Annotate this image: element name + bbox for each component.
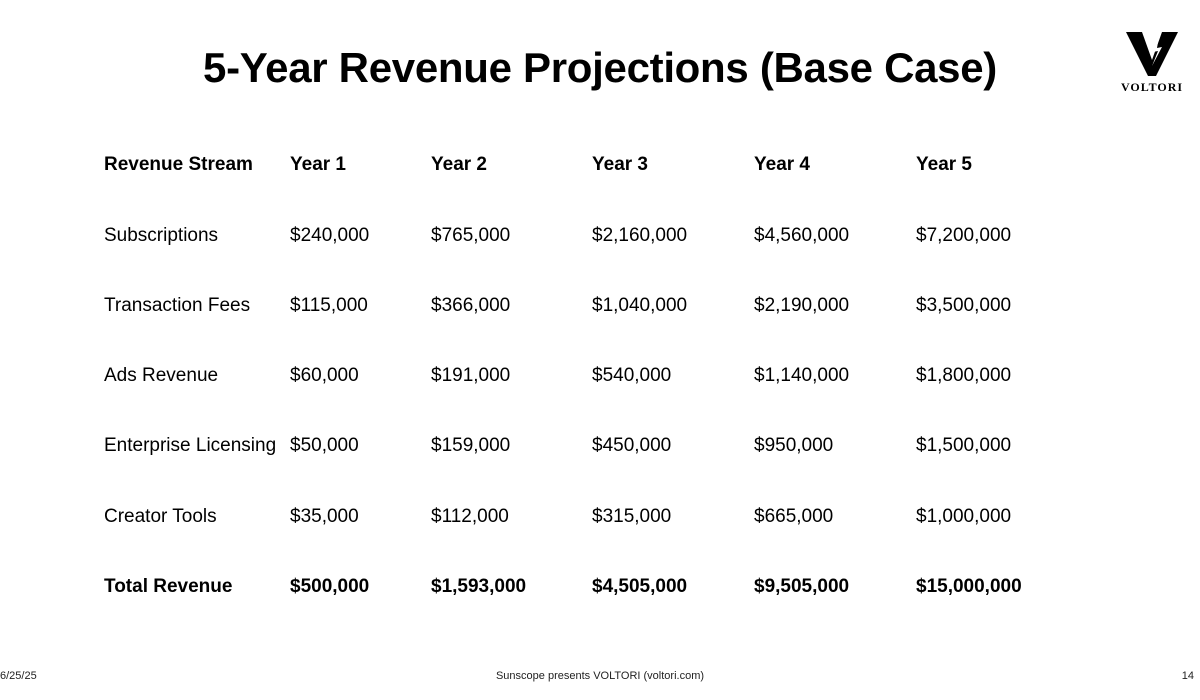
revenue-value: $240,000: [290, 225, 370, 246]
logo-text: VOLTORI: [1120, 80, 1184, 94]
revenue-value: $500,000: [290, 576, 370, 597]
revenue-value: $115,000: [290, 295, 368, 316]
revenue-value: $540,000: [592, 365, 672, 386]
v-bolt-logo-icon: [1126, 32, 1178, 76]
revenue-value: $4,505,000: [592, 576, 688, 597]
revenue-value: $450,000: [592, 435, 672, 456]
row-label: Transaction Fees: [104, 295, 251, 316]
revenue-value: $1,040,000: [592, 295, 688, 316]
column-header: Year 2: [431, 154, 487, 175]
revenue-value: $7,200,000: [916, 225, 1012, 246]
revenue-value: $366,000: [431, 295, 511, 316]
revenue-value: $191,000: [431, 365, 511, 386]
revenue-value: $50,000: [290, 435, 359, 456]
revenue-value: $4,560,000: [754, 225, 850, 246]
column-header: Year 4: [754, 154, 810, 175]
row-label: Revenue Stream: [104, 154, 253, 175]
voltori-logo: VOLTORI: [1112, 30, 1192, 96]
total-row: Total Revenue $500,000 $1,593,000 $4,505,00…: [0, 557, 1200, 617]
slide-title: 5-Year Revenue Projections (Base Case): [203, 44, 997, 91]
column-header: Year 3: [592, 154, 648, 175]
revenue-value: $1,500,000: [916, 435, 1012, 456]
table-row: Ads Revenue $60,000 $191,000 $540,000 $1,140…: [0, 346, 1200, 406]
table-row: Enterprise Licensing $50,000 $159,000 $450,…: [0, 416, 1200, 476]
revenue-value: $765,000: [431, 225, 511, 246]
row-label: Total Revenue: [104, 576, 233, 597]
column-header: Year 5: [916, 154, 972, 175]
revenue-value: $2,160,000: [592, 225, 688, 246]
revenue-value: $159,000: [431, 435, 511, 456]
column-header: Year 1: [290, 154, 346, 175]
table-row: Transaction Fees $115,000 $366,000 $1,040,0…: [0, 276, 1200, 336]
table-row: Creator Tools $35,000 $112,000 $315,000 $665…: [0, 487, 1200, 547]
row-label: Subscriptions: [104, 225, 219, 246]
revenue-value: $3,500,000: [916, 295, 1012, 316]
table-row: Subscriptions $240,000 $765,000 $2,160,000 $…: [0, 206, 1200, 266]
revenue-value: $15,000,000: [916, 576, 1022, 597]
footer-presenter: Sunscope presents VOLTORI (voltori.com): [495, 670, 705, 682]
revenue-value: $315,000: [592, 506, 672, 527]
revenue-value: $1,140,000: [754, 365, 850, 386]
page-number: 14: [1181, 670, 1194, 682]
revenue-value: $35,000: [290, 506, 359, 527]
revenue-value: $1,800,000: [916, 365, 1012, 386]
row-label: Enterprise Licensing: [104, 435, 277, 456]
revenue-value: $9,505,000: [754, 576, 850, 597]
footer-date: 6/25/25: [0, 670, 37, 682]
revenue-value: $2,190,000: [754, 295, 850, 316]
row-label: Creator Tools: [104, 506, 217, 527]
revenue-value: $1,593,000: [431, 576, 527, 597]
row-label: Ads Revenue: [104, 365, 219, 386]
table-header-row: Revenue Stream Year 1 Year 2 Year 3 Year 4 Ye…: [0, 135, 1200, 195]
revenue-value: $665,000: [754, 506, 834, 527]
revenue-value: $950,000: [754, 435, 834, 456]
revenue-value: $60,000: [290, 365, 359, 386]
revenue-value: $112,000: [431, 506, 509, 527]
revenue-value: $1,000,000: [916, 506, 1012, 527]
